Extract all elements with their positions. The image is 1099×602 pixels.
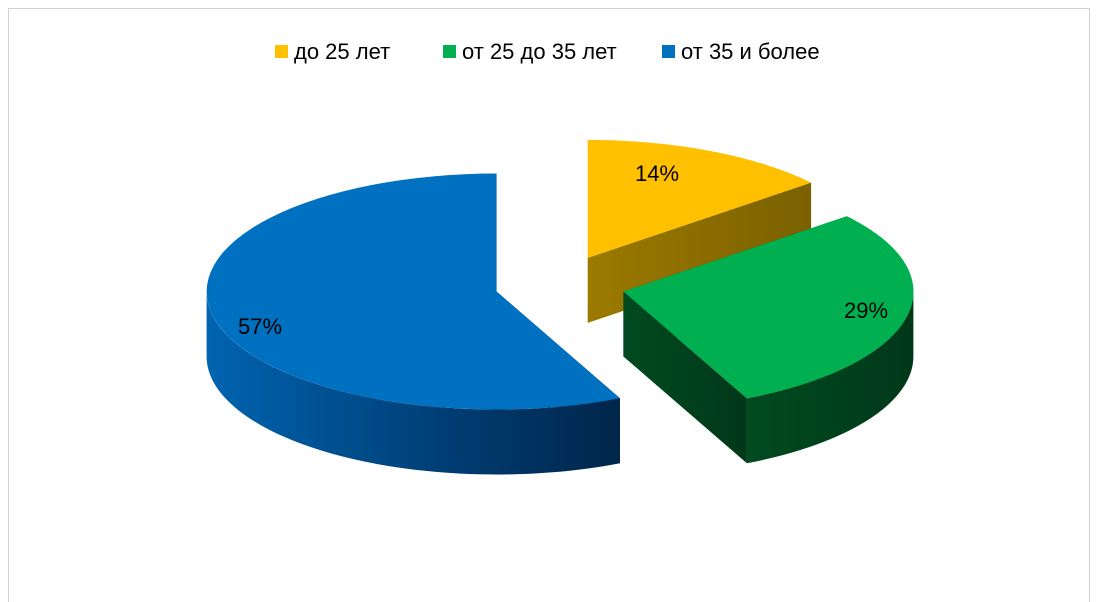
legend-swatch (662, 45, 675, 58)
data-label: 29% (844, 298, 888, 323)
slice-side (746, 291, 914, 464)
slice (206, 173, 620, 410)
legend-label: от 25 до 35 лет (462, 39, 617, 64)
legend-swatch (275, 45, 288, 58)
slice-cut-face (623, 291, 747, 464)
legend-swatch (443, 45, 456, 58)
data-label: 57% (238, 314, 282, 339)
legend-label: до 25 лет (294, 39, 390, 64)
chart-frame (8, 8, 1090, 602)
slice (587, 139, 812, 258)
slice (623, 216, 914, 399)
slice-side (206, 291, 621, 475)
legend-label: от 35 и более (681, 39, 820, 64)
data-label: 14% (635, 161, 679, 186)
